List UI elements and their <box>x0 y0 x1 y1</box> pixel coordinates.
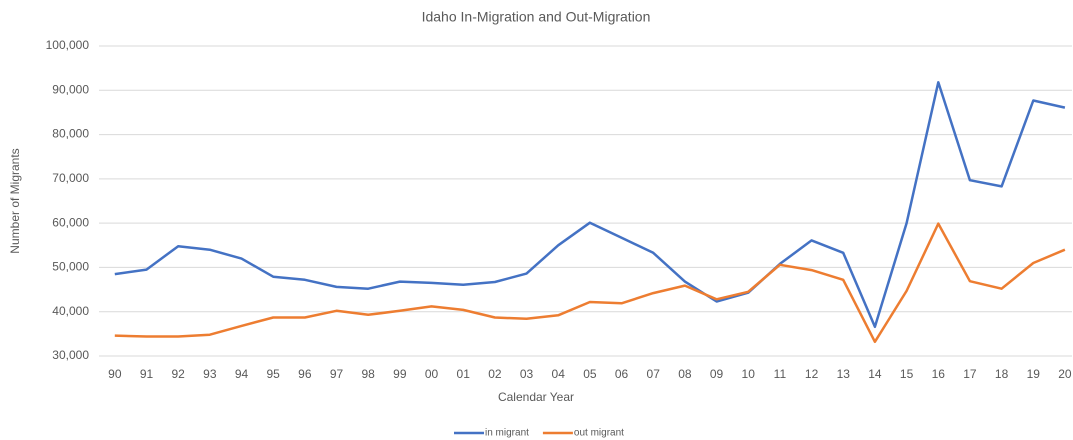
x-tick-label: 18 <box>995 367 1009 381</box>
x-tick-label: 17 <box>963 367 977 381</box>
x-tick-label: 92 <box>171 367 185 381</box>
x-tick-label: 94 <box>235 367 249 381</box>
x-tick-label: 07 <box>647 367 661 381</box>
legend-label: in migrant <box>485 428 529 439</box>
x-tick-label: 02 <box>488 367 502 381</box>
x-tick-label: 12 <box>805 367 819 381</box>
x-tick-label: 10 <box>742 367 756 381</box>
x-tick-label: 01 <box>457 367 471 381</box>
chart-title: Idaho In-Migration and Out-Migration <box>422 9 651 25</box>
x-tick-label: 19 <box>1027 367 1041 381</box>
x-tick-label: 03 <box>520 367 534 381</box>
x-tick-label: 90 <box>108 367 122 381</box>
y-tick-label: 90,000 <box>52 82 89 96</box>
y-tick-label: 40,000 <box>52 304 89 318</box>
legend-label: out migrant <box>574 428 624 439</box>
series-line <box>114 81 1066 329</box>
x-tick-label: 05 <box>583 367 597 381</box>
x-tick-label: 13 <box>837 367 851 381</box>
x-tick-label: 04 <box>552 367 566 381</box>
x-tick-label: 93 <box>203 367 217 381</box>
x-tick-label: 15 <box>900 367 914 381</box>
x-tick-label: 97 <box>330 367 344 381</box>
x-tick-label: 96 <box>298 367 312 381</box>
y-tick-label: 70,000 <box>52 171 89 185</box>
y-tick-label: 80,000 <box>52 127 89 141</box>
x-tick-label: 09 <box>710 367 724 381</box>
series-line <box>114 222 1066 344</box>
x-axis-title: Calendar Year <box>498 390 574 404</box>
x-tick-label: 08 <box>678 367 692 381</box>
x-tick-label: 14 <box>868 367 882 381</box>
x-tick-label: 20 <box>1058 367 1072 381</box>
x-tick-label: 16 <box>932 367 946 381</box>
x-tick-label: 06 <box>615 367 629 381</box>
y-tick-label: 30,000 <box>52 348 89 362</box>
x-tick-label: 98 <box>362 367 376 381</box>
y-axis-title: Number of Migrants <box>8 148 22 253</box>
x-tick-label: 11 <box>774 367 787 381</box>
x-tick-label: 91 <box>140 367 154 381</box>
y-tick-label: 60,000 <box>52 215 89 229</box>
x-tick-label: 00 <box>425 367 439 381</box>
x-tick-label: 99 <box>393 367 407 381</box>
y-tick-label: 100,000 <box>46 38 90 52</box>
x-tick-label: 95 <box>267 367 281 381</box>
y-tick-label: 50,000 <box>52 260 89 274</box>
